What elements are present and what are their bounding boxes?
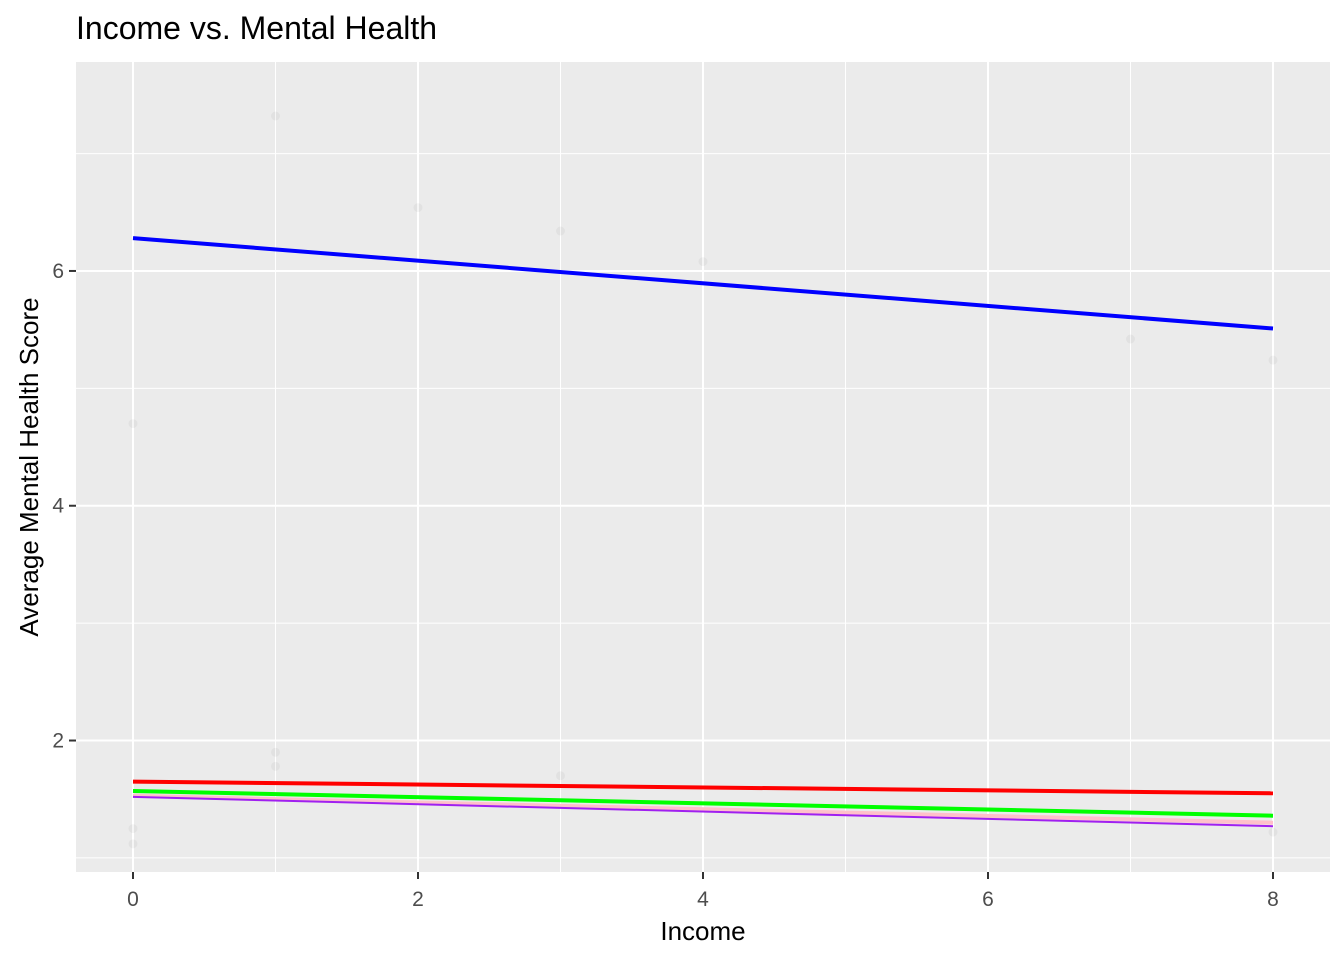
data-point — [271, 111, 280, 121]
x-tick-label: 4 — [697, 888, 709, 911]
data-point — [1126, 334, 1135, 344]
x-tick-label: 6 — [982, 888, 994, 911]
x-tick-label: 8 — [1267, 888, 1279, 911]
data-point — [271, 761, 280, 771]
y-tick-label: 2 — [52, 730, 64, 753]
x-axis-title: Income — [660, 916, 745, 946]
data-point — [128, 419, 138, 429]
data-point — [271, 747, 280, 757]
data-point — [1268, 355, 1278, 365]
x-tick-label: 2 — [412, 888, 424, 911]
data-point — [698, 257, 708, 267]
y-tick-label: 6 — [52, 260, 64, 283]
data-point — [556, 771, 565, 781]
data-points — [128, 111, 1278, 849]
data-point — [556, 226, 565, 236]
x-tick-label: 0 — [127, 888, 139, 911]
y-tick-label: 4 — [52, 495, 64, 518]
y-axis: 2 4 6 — [52, 260, 76, 753]
data-point — [413, 203, 423, 213]
major-gridlines — [76, 62, 1330, 872]
trend-line-5 — [132, 789, 1274, 818]
trend-line-1 — [132, 236, 1274, 331]
trend-line-2 — [132, 779, 1274, 796]
chart-title: Income vs. Mental Health — [76, 10, 438, 46]
x-axis: 0 2 4 6 8 — [127, 872, 1279, 911]
trend-line-4 — [132, 795, 1274, 828]
y-axis-title: Average Mental Health Score — [14, 297, 44, 636]
trend-lines — [132, 236, 1274, 828]
data-point — [128, 824, 138, 834]
data-point — [1268, 827, 1278, 837]
data-point — [128, 839, 138, 849]
trend-line-3 — [132, 793, 1274, 825]
